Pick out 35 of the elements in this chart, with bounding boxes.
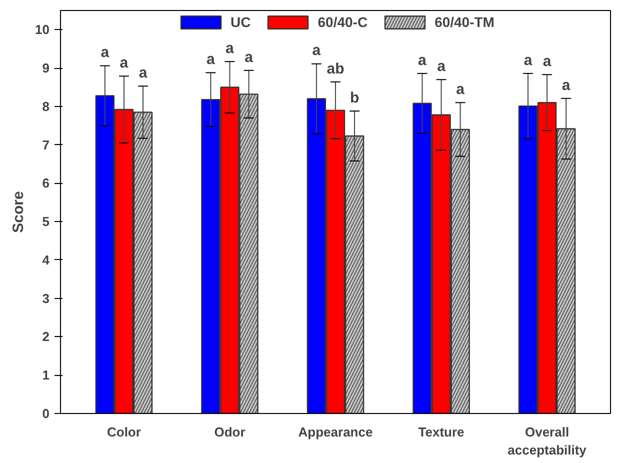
data-label: a [542, 52, 552, 70]
x-tick-label: Appearance [298, 424, 373, 440]
y-axis-title: Score [10, 191, 28, 233]
y-tick-label: 1 [42, 368, 50, 383]
data-label: a [226, 40, 235, 57]
data-label: a [456, 81, 466, 98]
y-tick-label: 2 [42, 329, 50, 344]
y-tick-label: 4 [42, 252, 50, 268]
y-tick-label: 6 [42, 176, 50, 191]
y-tick-label: 5 [42, 214, 50, 230]
data-label: ab [326, 60, 344, 78]
data-label: a [244, 48, 254, 66]
legend-label: 60/40-TM [434, 14, 494, 30]
data-label: a [120, 54, 129, 72]
y-tick-label: 7 [42, 137, 50, 152]
x-tick-label: Odor [214, 424, 246, 440]
legend-label: 60/40-C [318, 14, 368, 30]
data-label: a [100, 44, 110, 62]
y-tick-label: 10 [35, 22, 50, 38]
x-tick-label: Texture [418, 424, 464, 440]
data-label: a [437, 58, 446, 75]
x-tick-label: Overall acceptability [508, 424, 588, 458]
y-tick-label: 9 [42, 60, 50, 76]
y-tick-label: 0 [42, 406, 50, 421]
data-label: b [350, 89, 360, 106]
legend-label: UC [230, 14, 251, 30]
data-label: a [206, 51, 216, 68]
y-tick-label: 3 [42, 290, 50, 306]
data-label: a [524, 52, 533, 69]
data-label: a [562, 76, 571, 94]
x-tick-label: Color [106, 424, 141, 440]
data-label: a [312, 42, 322, 60]
data-label: a [418, 52, 428, 69]
data-label: a [138, 64, 148, 82]
y-tick-label: 8 [42, 98, 50, 114]
